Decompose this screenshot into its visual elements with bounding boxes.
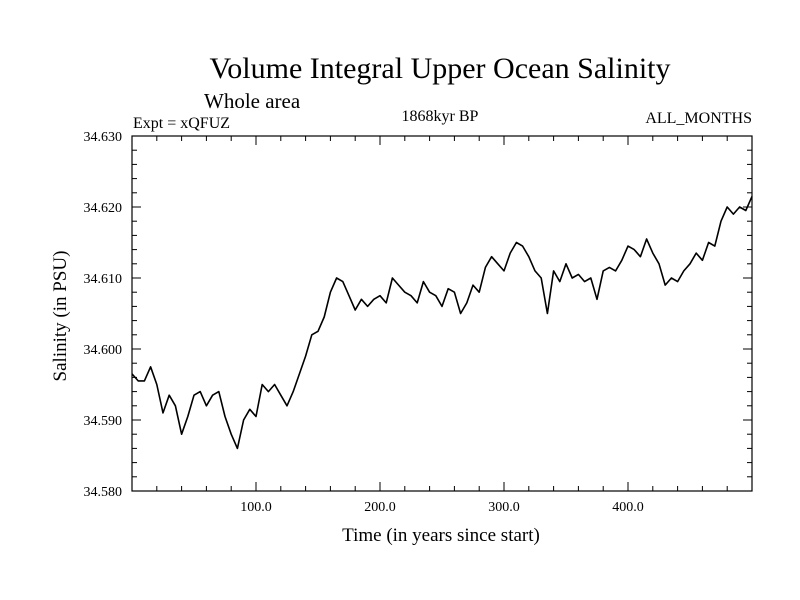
period-label: 1868kyr BP [402, 108, 479, 125]
experiment-label: Expt = xQFUZ [133, 115, 230, 132]
y-tick-label: 34.600 [84, 343, 123, 358]
y-tick-label: 34.620 [84, 201, 123, 216]
y-tick-label: 34.580 [84, 485, 123, 500]
x-tick-label: 200.0 [364, 500, 396, 515]
chart-subtitle: Whole area [204, 89, 301, 113]
y-axis-label: Salinity (in PSU) [50, 251, 71, 382]
y-tick-label: 34.590 [84, 414, 123, 429]
plot-area: 100.0 200.0 300.0 400.0 34.580 34.590 34.600 34… [84, 130, 753, 515]
salinity-series-line [131, 196, 753, 450]
months-label: ALL_MONTHS [645, 110, 752, 127]
x-tick-label: 400.0 [612, 500, 644, 515]
chart-title: Volume Integral Upper Ocean Salinity [210, 52, 671, 85]
x-axis-label: Time (in years since start) [342, 525, 540, 546]
x-tick-label: 300.0 [488, 500, 520, 515]
y-tick-label: 34.610 [84, 272, 123, 287]
plot-frame [131, 135, 753, 492]
y-tick-label: 34.630 [84, 130, 123, 145]
x-tick-label: 100.0 [240, 500, 272, 515]
